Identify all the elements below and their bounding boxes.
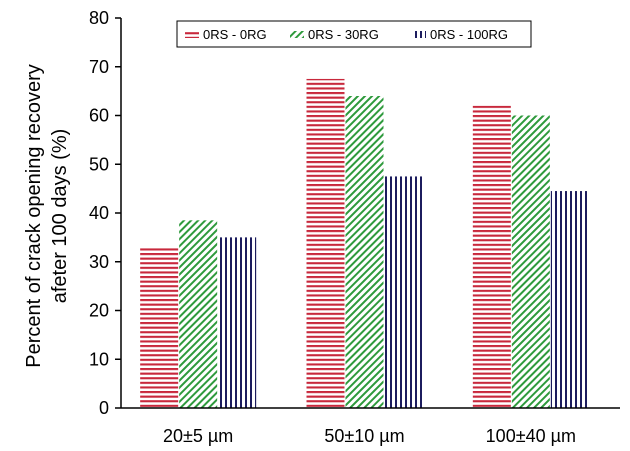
legend-label-3: 0RS - 100RG bbox=[430, 27, 508, 42]
bar-2-2 bbox=[345, 96, 384, 408]
y-axis-label: Percent of crack opening recovery afeter… bbox=[23, 64, 71, 368]
legend-swatch-3 bbox=[412, 31, 426, 38]
y-tick-label: 20 bbox=[89, 301, 109, 321]
bar-1-1 bbox=[140, 247, 179, 408]
bar-2-1 bbox=[179, 220, 218, 408]
y-tick-label: 40 bbox=[89, 203, 109, 223]
x-axis-ticks: 20±5 µm 50±10 µm 100±40 µm bbox=[163, 426, 576, 446]
y-tick-label: 70 bbox=[89, 57, 109, 77]
bar-1-2 bbox=[306, 78, 345, 408]
y-tick-label: 80 bbox=[89, 8, 109, 28]
bar-3-1 bbox=[218, 237, 257, 408]
bar-2-3 bbox=[511, 115, 550, 408]
legend-swatch-2 bbox=[290, 31, 304, 38]
bar-3-3 bbox=[550, 191, 589, 408]
x-tick-label: 50±10 µm bbox=[324, 426, 404, 446]
x-tick-label: 100±40 µm bbox=[486, 426, 576, 446]
y-tick-label: 0 bbox=[99, 398, 109, 418]
y-tick-label: 50 bbox=[89, 154, 109, 174]
y-tick-label: 60 bbox=[89, 106, 109, 126]
legend-swatch-1 bbox=[185, 31, 199, 38]
bar-1-3 bbox=[472, 105, 511, 408]
y-tick-label: 30 bbox=[89, 252, 109, 272]
legend-label-2: 0RS - 30RG bbox=[308, 27, 379, 42]
bars bbox=[140, 78, 589, 408]
legend: 0RS - 0RG 0RS - 30RG 0RS - 100RG bbox=[176, 20, 532, 48]
x-tick-label: 20±5 µm bbox=[163, 426, 233, 446]
y-axis-label-line-1: Percent of crack opening recovery bbox=[23, 64, 45, 368]
y-tick-label: 10 bbox=[89, 349, 109, 369]
bar-3-2 bbox=[384, 176, 423, 408]
legend-box bbox=[176, 20, 532, 48]
legend-label-1: 0RS - 0RG bbox=[203, 27, 267, 42]
y-axis-ticks: 0 10 20 30 40 50 60 70 80 bbox=[89, 8, 121, 418]
y-axis-label-line-2: afeter 100 days (%) bbox=[49, 129, 71, 304]
axes bbox=[120, 18, 620, 409]
